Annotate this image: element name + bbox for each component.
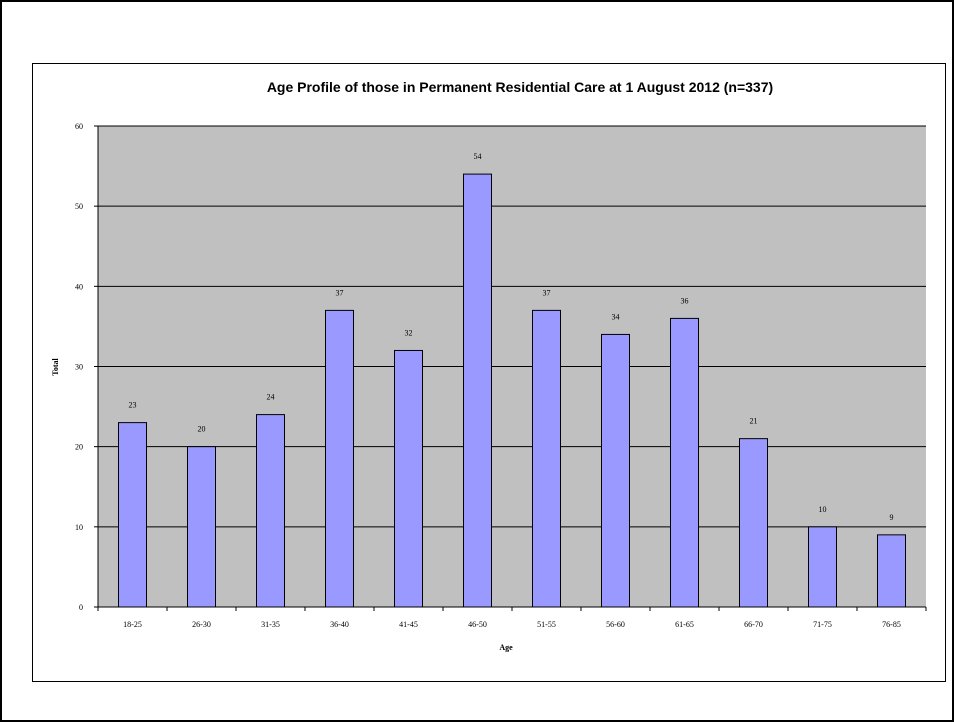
bar bbox=[463, 173, 492, 608]
x-axis-ticks: 18-25 26-30 31-35 36-40 41-45 46-50 51-55 56-60… bbox=[97, 607, 927, 629]
y-tick-label: 10 bbox=[75, 523, 83, 532]
data-label: 24 bbox=[267, 393, 275, 402]
bar bbox=[256, 414, 285, 608]
x-tick-label: 41-45 bbox=[399, 620, 418, 629]
data-label: 20 bbox=[198, 425, 206, 434]
bar bbox=[808, 526, 837, 608]
y-tick-label: 40 bbox=[75, 282, 83, 291]
bar bbox=[394, 349, 423, 608]
data-label: 32 bbox=[405, 328, 413, 337]
x-tick-label: 56-60 bbox=[606, 620, 625, 629]
x-tick-label: 71-75 bbox=[813, 620, 832, 629]
x-tick-label: 46-50 bbox=[468, 620, 487, 629]
data-label: 21 bbox=[750, 417, 758, 426]
bar bbox=[877, 534, 906, 608]
x-tick-label: 66-70 bbox=[744, 620, 763, 629]
y-axis-ticks: 0 10 20 30 40 50 60 bbox=[75, 122, 98, 612]
x-axis-title: Age bbox=[499, 643, 513, 652]
x-tick-label: 36-40 bbox=[330, 620, 349, 629]
data-label: 37 bbox=[336, 288, 344, 297]
y-tick-label: 60 bbox=[75, 122, 83, 131]
bar bbox=[739, 438, 768, 608]
x-tick-label: 18-25 bbox=[123, 620, 142, 629]
data-label: 37 bbox=[543, 288, 551, 297]
bars bbox=[118, 173, 906, 608]
y-tick-label: 0 bbox=[79, 603, 83, 612]
chart-title: Age Profile of those in Permanent Reside… bbox=[267, 79, 773, 95]
data-label: 34 bbox=[612, 312, 620, 321]
y-tick-label: 30 bbox=[75, 363, 83, 372]
data-label: 54 bbox=[474, 152, 482, 161]
bar bbox=[118, 422, 147, 608]
gridlines bbox=[98, 125, 926, 528]
data-label: 9 bbox=[890, 513, 894, 522]
bar bbox=[601, 333, 630, 608]
x-tick-label: 76-85 bbox=[882, 620, 901, 629]
x-tick-label: 51-55 bbox=[537, 620, 556, 629]
bar bbox=[670, 317, 699, 608]
x-tick-label: 31-35 bbox=[261, 620, 280, 629]
y-axis-title: Total bbox=[51, 357, 60, 375]
bar bbox=[325, 309, 354, 608]
bar bbox=[532, 309, 561, 608]
y-tick-label: 50 bbox=[75, 202, 83, 211]
data-labels: 23 20 24 37 32 54 37 34 36 21 10 9 bbox=[129, 152, 894, 522]
x-tick-label: 61-65 bbox=[675, 620, 694, 629]
x-tick-label: 26-30 bbox=[192, 620, 211, 629]
bar bbox=[187, 446, 216, 608]
data-label: 23 bbox=[129, 401, 137, 410]
data-label: 10 bbox=[819, 505, 827, 514]
data-label: 36 bbox=[681, 296, 689, 305]
y-tick-label: 20 bbox=[75, 443, 83, 452]
